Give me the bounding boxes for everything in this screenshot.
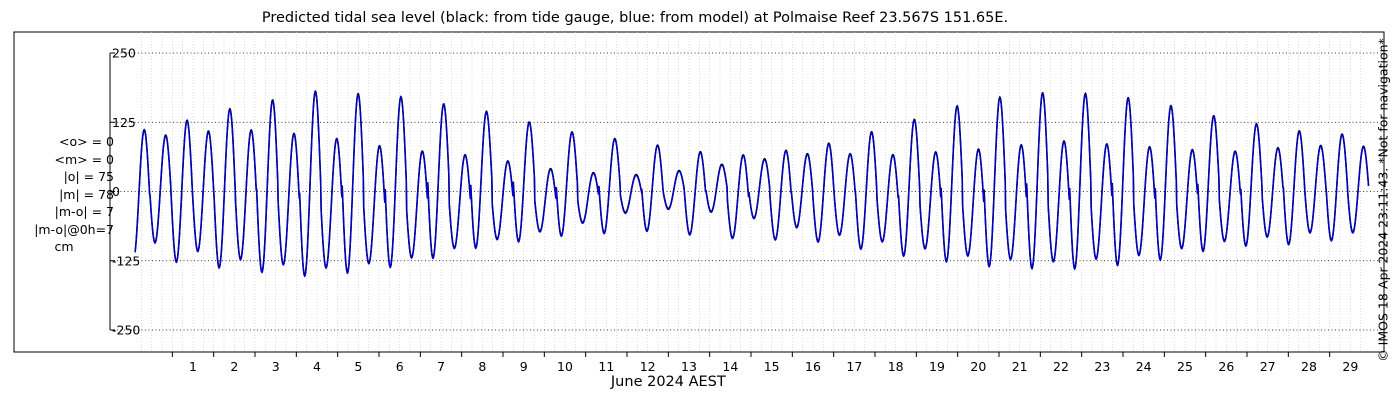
x-tick-label: 4 bbox=[313, 359, 321, 374]
x-tick-label: 12 bbox=[640, 359, 656, 374]
x-tick-label: 11 bbox=[598, 359, 614, 374]
x-tick-label: 2 bbox=[230, 359, 238, 374]
plot-frame bbox=[13, 31, 1385, 353]
x-tick-label: 20 bbox=[970, 359, 986, 374]
x-tick-label: 24 bbox=[1136, 359, 1152, 374]
y-tick-label: 250 bbox=[112, 46, 136, 61]
x-tick-label: 15 bbox=[764, 359, 780, 374]
x-tick-label: 23 bbox=[1094, 359, 1110, 374]
y-tick-label: 125 bbox=[112, 115, 136, 130]
y-tick-label: -250 bbox=[112, 323, 140, 338]
x-tick-label: 29 bbox=[1342, 359, 1358, 374]
stat-abs-diff-lag: |m-o|@0h=7 bbox=[34, 221, 114, 237]
x-tick-label: 5 bbox=[354, 359, 362, 374]
x-tick-label: 19 bbox=[929, 359, 945, 374]
x-tick-label: 21 bbox=[1012, 359, 1028, 374]
series-line-model bbox=[134, 90, 1370, 278]
stat-abs-obs: |o| = 75 bbox=[63, 169, 114, 184]
x-tick-label: 25 bbox=[1177, 359, 1193, 374]
x-tick-label: 9 bbox=[520, 359, 528, 374]
x-tick-label: 17 bbox=[846, 359, 862, 374]
x-tick-label: 1 bbox=[189, 359, 197, 374]
stat-mean-model: <m> = 0 bbox=[54, 151, 115, 167]
x-tick-label: 3 bbox=[272, 359, 280, 374]
x-axis-label: June 2024 AEST bbox=[610, 374, 726, 390]
x-tick-label: 16 bbox=[805, 359, 821, 374]
y-tick-label: -125 bbox=[112, 253, 140, 268]
x-tick-label: 27 bbox=[1260, 359, 1276, 374]
x-tick-label: 18 bbox=[888, 359, 904, 374]
x-tick-label: 28 bbox=[1301, 359, 1317, 374]
stat-unit: cm bbox=[54, 239, 74, 254]
stat-mean-obs: <o> = 0 bbox=[59, 134, 114, 149]
stat-abs-diff: |m-o| = 7 bbox=[54, 204, 114, 219]
x-tick-label: 7 bbox=[437, 359, 445, 374]
stat-abs-model: |m| = 78 bbox=[59, 186, 114, 202]
x-tick-label: 6 bbox=[396, 359, 404, 374]
x-tick-label: 26 bbox=[1218, 359, 1234, 374]
chart-title: Predicted tidal sea level (black: from t… bbox=[261, 10, 1009, 26]
y-tick-label: 0 bbox=[112, 184, 120, 199]
stats-panel: <o> = 0 <m> = 0 |o| = 75 |m| = 78 |m-o| … bbox=[14, 133, 114, 256]
x-tick-label: 10 bbox=[557, 359, 573, 374]
x-tick-label: 13 bbox=[681, 359, 697, 374]
x-tick-label: 8 bbox=[478, 359, 486, 374]
x-tick-label: 22 bbox=[1053, 359, 1069, 374]
x-tick-label: 14 bbox=[722, 359, 738, 374]
